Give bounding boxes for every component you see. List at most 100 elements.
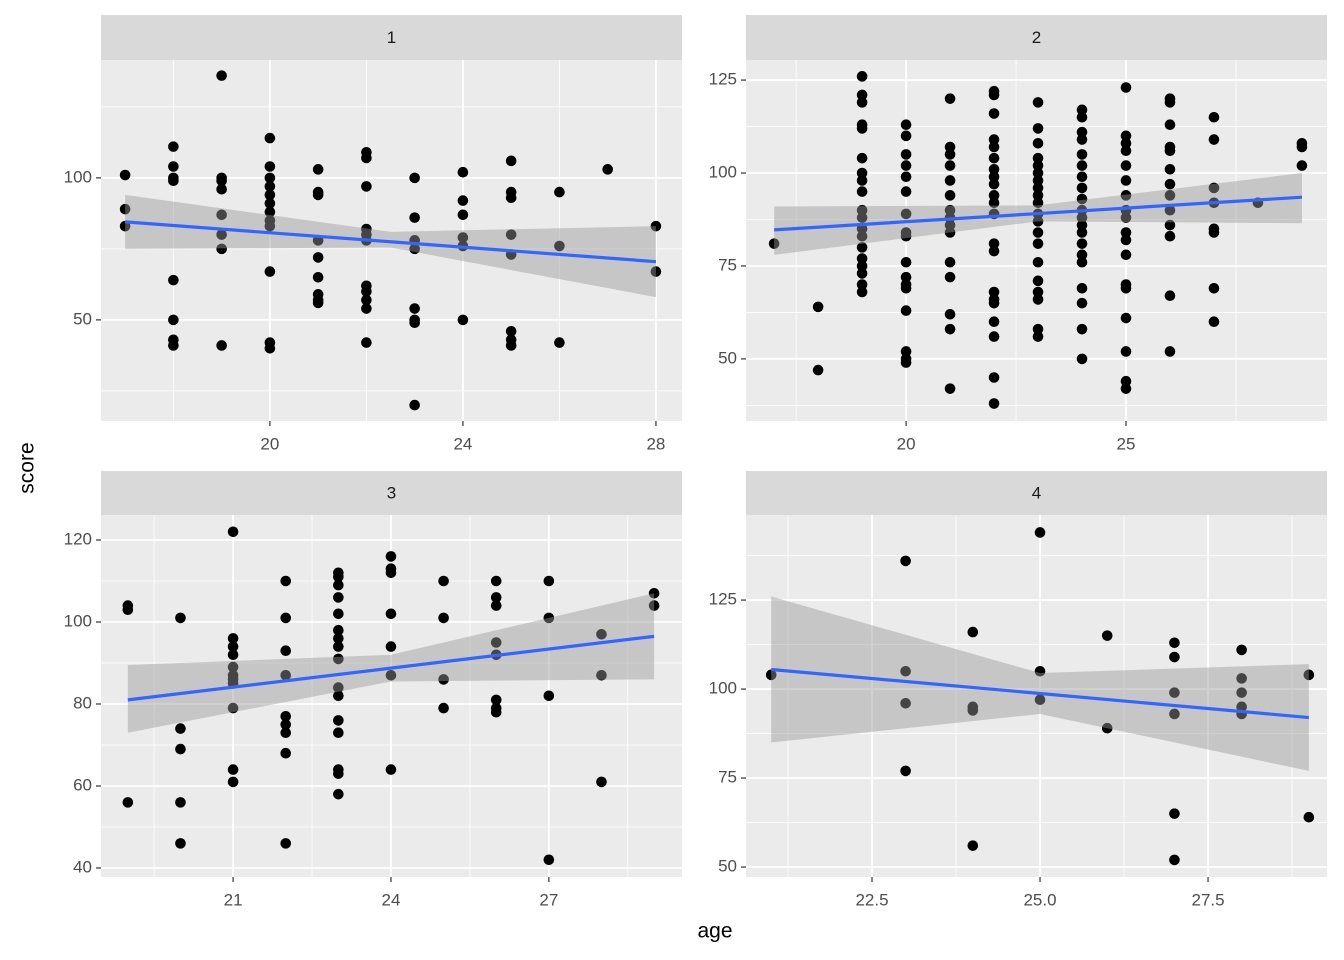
point <box>227 776 239 788</box>
point <box>1076 171 1088 183</box>
point <box>944 204 956 216</box>
point <box>1034 527 1046 538</box>
point <box>227 649 239 661</box>
point <box>1076 126 1088 138</box>
point <box>988 316 1000 328</box>
point <box>988 108 1000 119</box>
point <box>1032 190 1044 201</box>
point <box>1076 193 1088 205</box>
point <box>900 346 912 357</box>
point <box>1076 323 1088 335</box>
point <box>1303 669 1315 681</box>
point <box>900 208 912 220</box>
point <box>856 230 868 242</box>
point <box>1076 238 1088 249</box>
point <box>1034 665 1046 677</box>
point <box>988 331 1000 342</box>
point <box>900 119 912 130</box>
point <box>1164 164 1176 175</box>
point <box>988 190 1000 201</box>
point <box>438 702 449 714</box>
point <box>333 633 344 644</box>
point <box>967 840 979 851</box>
point <box>1076 227 1088 238</box>
point <box>988 134 1000 145</box>
point <box>1032 197 1044 209</box>
point <box>333 727 344 738</box>
point <box>1169 808 1180 819</box>
point <box>1032 160 1044 171</box>
point <box>900 555 911 567</box>
point <box>1120 282 1132 294</box>
point <box>1169 854 1180 866</box>
y-tick-label: 120 <box>64 529 92 548</box>
point <box>1032 216 1044 227</box>
point <box>944 323 956 335</box>
strip <box>101 15 682 60</box>
point <box>1120 346 1132 357</box>
point <box>168 141 179 152</box>
y-tick-label: 100 <box>709 163 737 182</box>
point <box>856 167 868 179</box>
point <box>361 181 372 192</box>
x-tick-label: 24 <box>453 434 472 453</box>
point <box>1076 256 1088 268</box>
point <box>175 723 186 734</box>
fit-line <box>774 195 1303 232</box>
point <box>900 305 912 316</box>
point <box>264 189 276 201</box>
point <box>1164 204 1176 216</box>
point <box>1076 249 1088 261</box>
point <box>216 209 227 221</box>
point <box>280 727 292 738</box>
y-tick-label: 50 <box>718 857 737 876</box>
y-tick-label: 100 <box>709 679 737 698</box>
point <box>333 592 344 603</box>
point <box>900 186 912 197</box>
point <box>505 325 517 337</box>
point <box>385 669 397 681</box>
point <box>856 97 868 108</box>
point <box>175 612 186 624</box>
point <box>227 526 239 538</box>
point <box>1076 297 1088 309</box>
point <box>490 592 502 603</box>
point <box>312 271 324 283</box>
point <box>944 141 956 153</box>
point <box>1032 175 1044 186</box>
point <box>944 308 956 320</box>
point <box>1076 104 1088 116</box>
point <box>168 340 179 351</box>
point <box>175 838 186 849</box>
point <box>944 256 956 268</box>
point <box>944 383 956 394</box>
point <box>175 797 186 808</box>
point <box>1236 673 1247 684</box>
point <box>988 372 1000 383</box>
point <box>409 172 420 184</box>
point <box>1120 137 1132 149</box>
point <box>264 266 276 277</box>
point <box>216 183 227 195</box>
point <box>1032 286 1044 298</box>
point <box>856 204 868 216</box>
point <box>280 575 292 587</box>
point <box>457 209 469 221</box>
point <box>1120 212 1132 223</box>
x-tick-label: 24 <box>382 890 401 909</box>
point <box>333 788 344 800</box>
point <box>1164 346 1176 357</box>
point <box>1169 651 1180 663</box>
point <box>1034 694 1046 706</box>
point <box>333 579 344 591</box>
point <box>490 706 502 718</box>
strip-label: 1 <box>387 28 396 47</box>
point <box>1236 687 1247 698</box>
point <box>1101 630 1113 641</box>
point <box>944 227 956 238</box>
point <box>856 286 868 298</box>
point <box>438 674 449 685</box>
point <box>333 768 344 779</box>
point <box>216 70 227 81</box>
